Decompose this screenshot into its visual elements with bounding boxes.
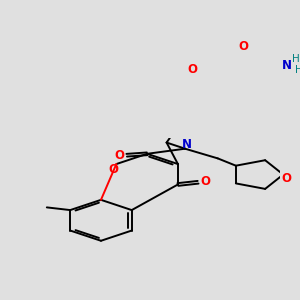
Text: H: H	[292, 54, 299, 64]
Text: H: H	[296, 65, 300, 75]
Text: O: O	[281, 172, 291, 185]
Text: O: O	[188, 63, 198, 76]
Text: N: N	[282, 58, 292, 71]
Text: N: N	[182, 138, 192, 152]
Text: O: O	[200, 175, 210, 188]
Text: O: O	[109, 163, 118, 176]
Text: O: O	[114, 149, 124, 162]
Text: O: O	[238, 40, 248, 53]
